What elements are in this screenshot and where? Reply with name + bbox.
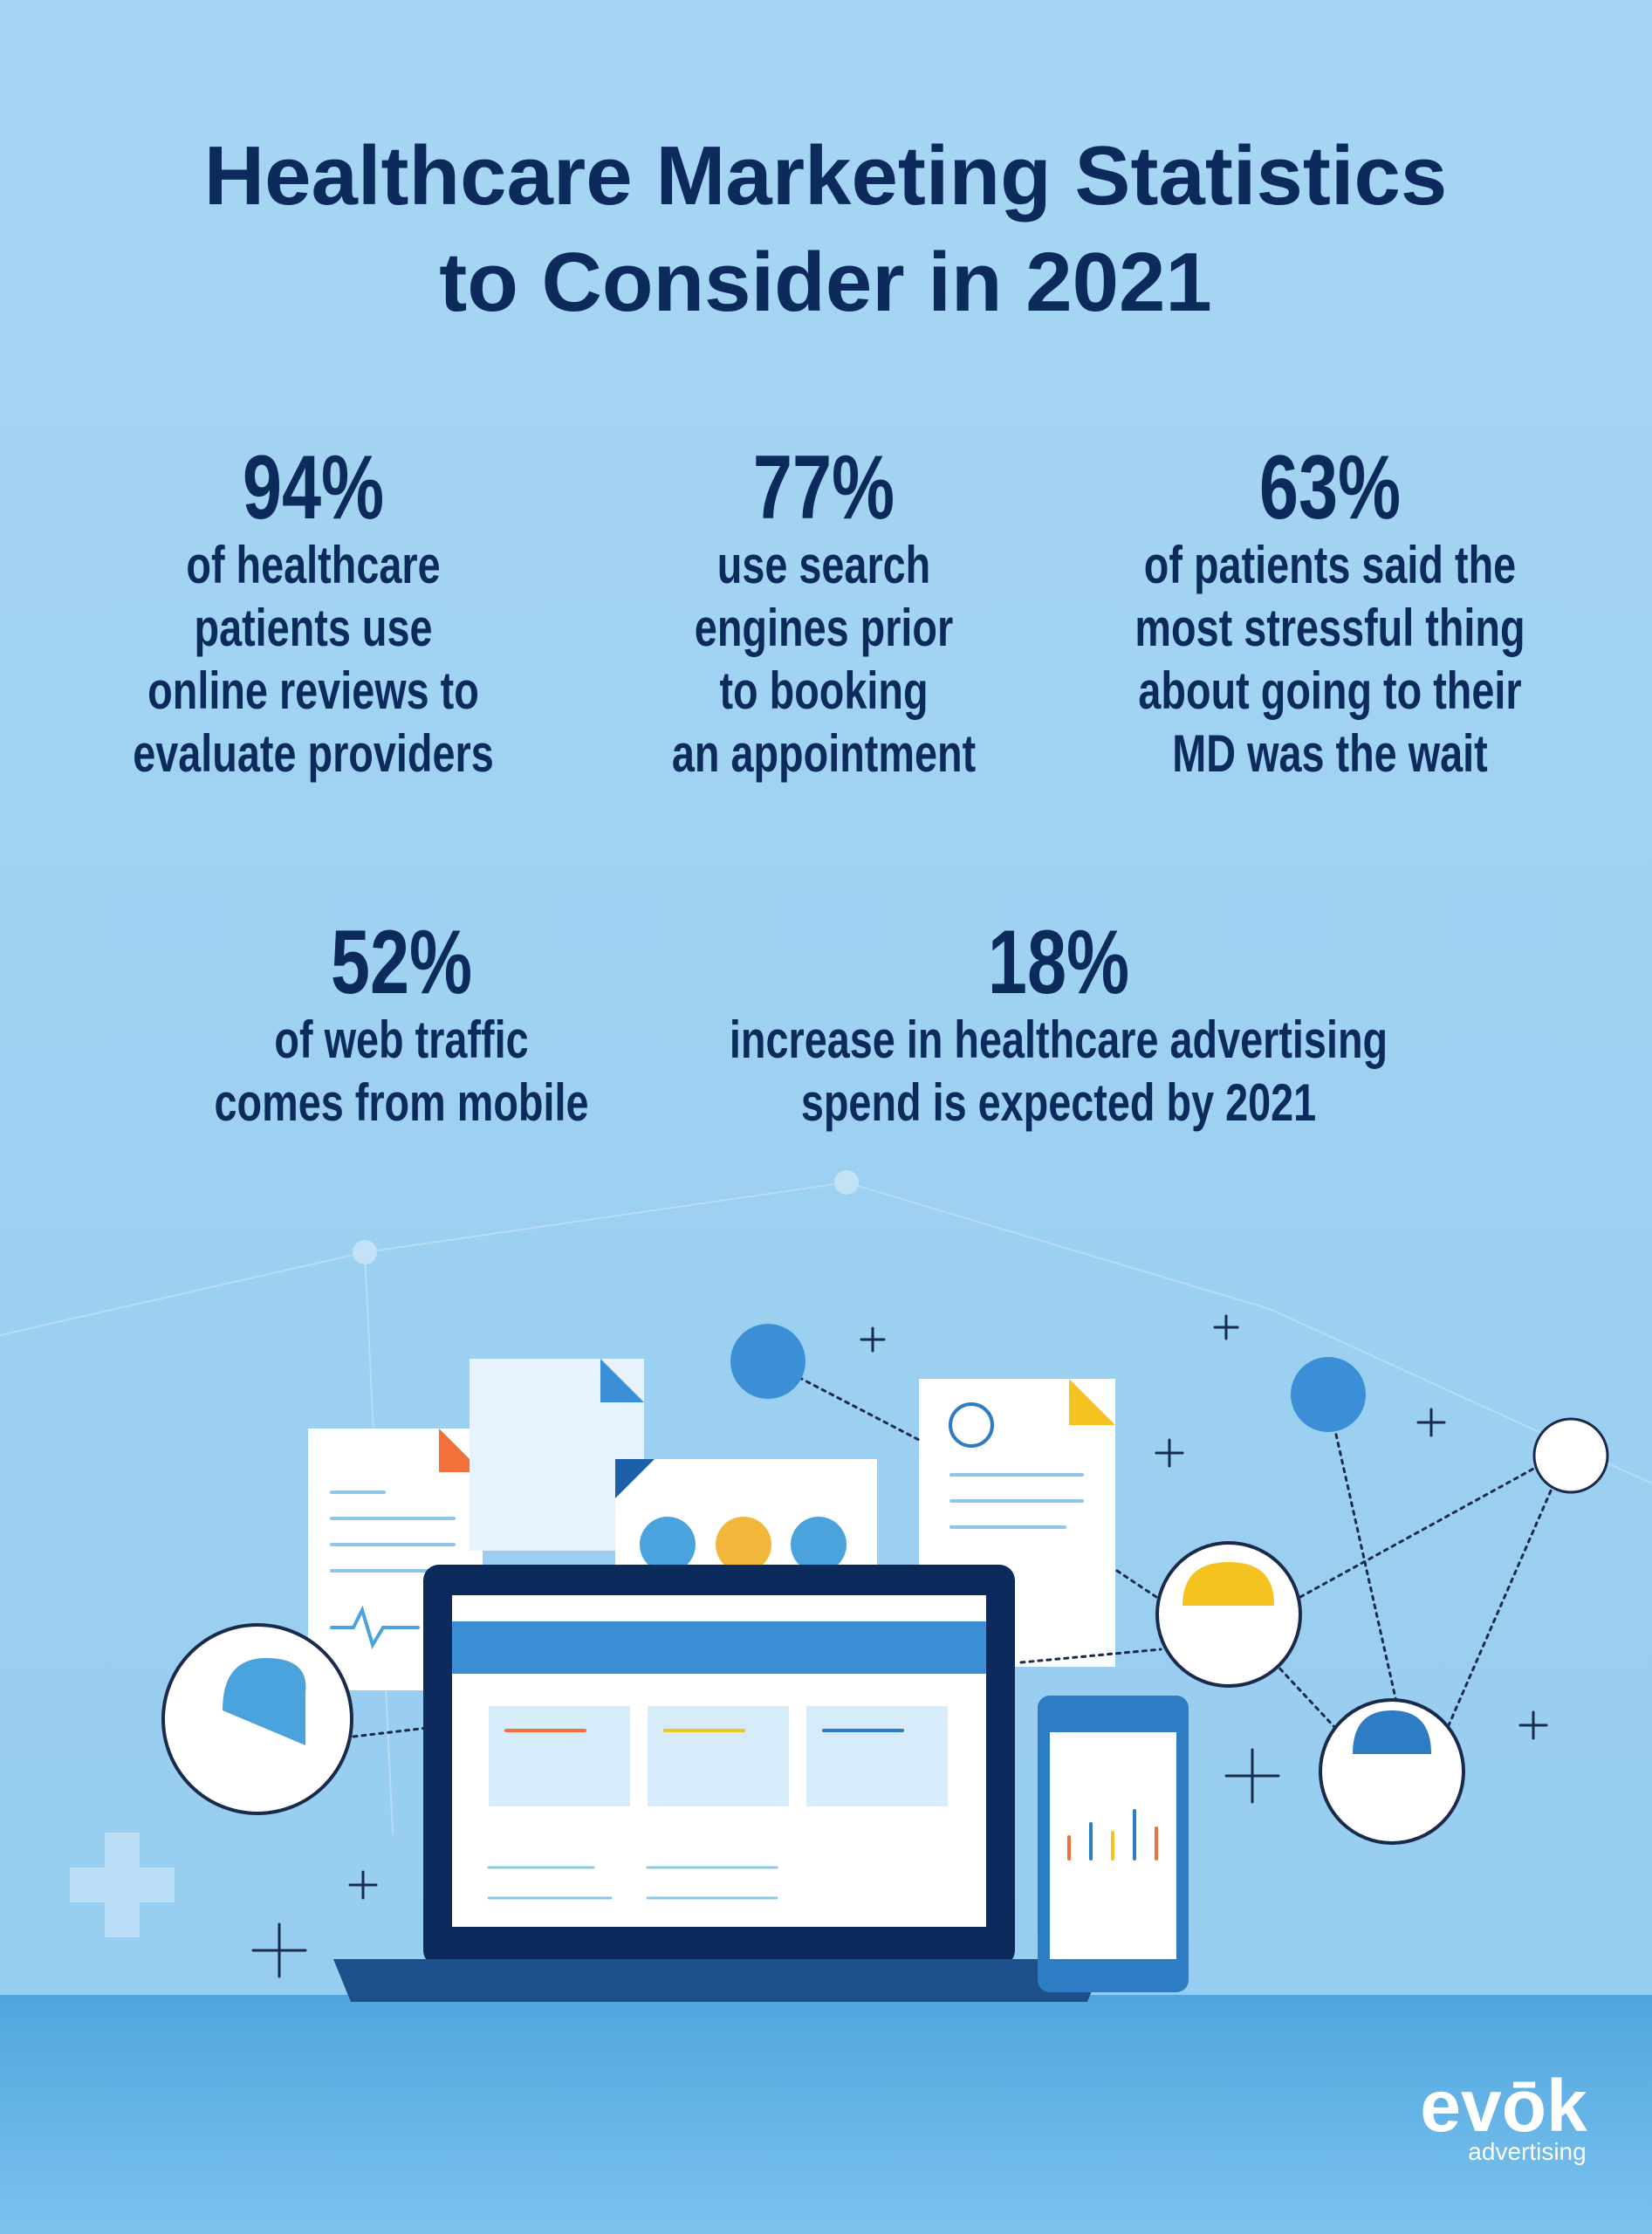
- stat-description: comes from mobile: [214, 1073, 588, 1132]
- stat-description: of healthcare: [186, 536, 440, 594]
- stat-value: 77%: [753, 436, 895, 538]
- title-line: to Consider in 2021: [439, 236, 1212, 329]
- stat-description: of web traffic: [274, 1011, 528, 1069]
- stat-description: engines prior: [695, 599, 953, 657]
- floor: [0, 1995, 1652, 2234]
- stat-description: online reviews to: [147, 661, 479, 720]
- logo-tagline: advertising: [1468, 2138, 1586, 2165]
- stat-description: about going to their: [1138, 661, 1521, 720]
- stat-description: an appointment: [672, 724, 976, 783]
- stat-description: evaluate providers: [133, 724, 494, 783]
- logo-name: evōk: [1420, 2065, 1587, 2147]
- stat-description: of patients said the: [1144, 536, 1516, 594]
- stat-description: patients use: [194, 599, 432, 657]
- stat-value: 63%: [1259, 436, 1401, 538]
- stat-value: 18%: [988, 911, 1129, 1012]
- stat-description: increase in healthcare advertising: [730, 1011, 1388, 1069]
- stat: 18%increase in healthcare advertisingspe…: [730, 911, 1388, 1132]
- stat-description: spend is expected by 2021: [801, 1073, 1316, 1132]
- stat-value: 94%: [243, 436, 384, 538]
- illustration: [0, 1170, 1652, 2002]
- stat-value: 52%: [331, 911, 472, 1012]
- stat-description: MD was the wait: [1172, 724, 1487, 783]
- stat-description: to booking: [719, 661, 928, 720]
- stat-description: most stressful thing: [1134, 599, 1525, 657]
- title-line: Healthcare Marketing Statistics: [204, 129, 1448, 223]
- stat-description: use search: [717, 536, 931, 594]
